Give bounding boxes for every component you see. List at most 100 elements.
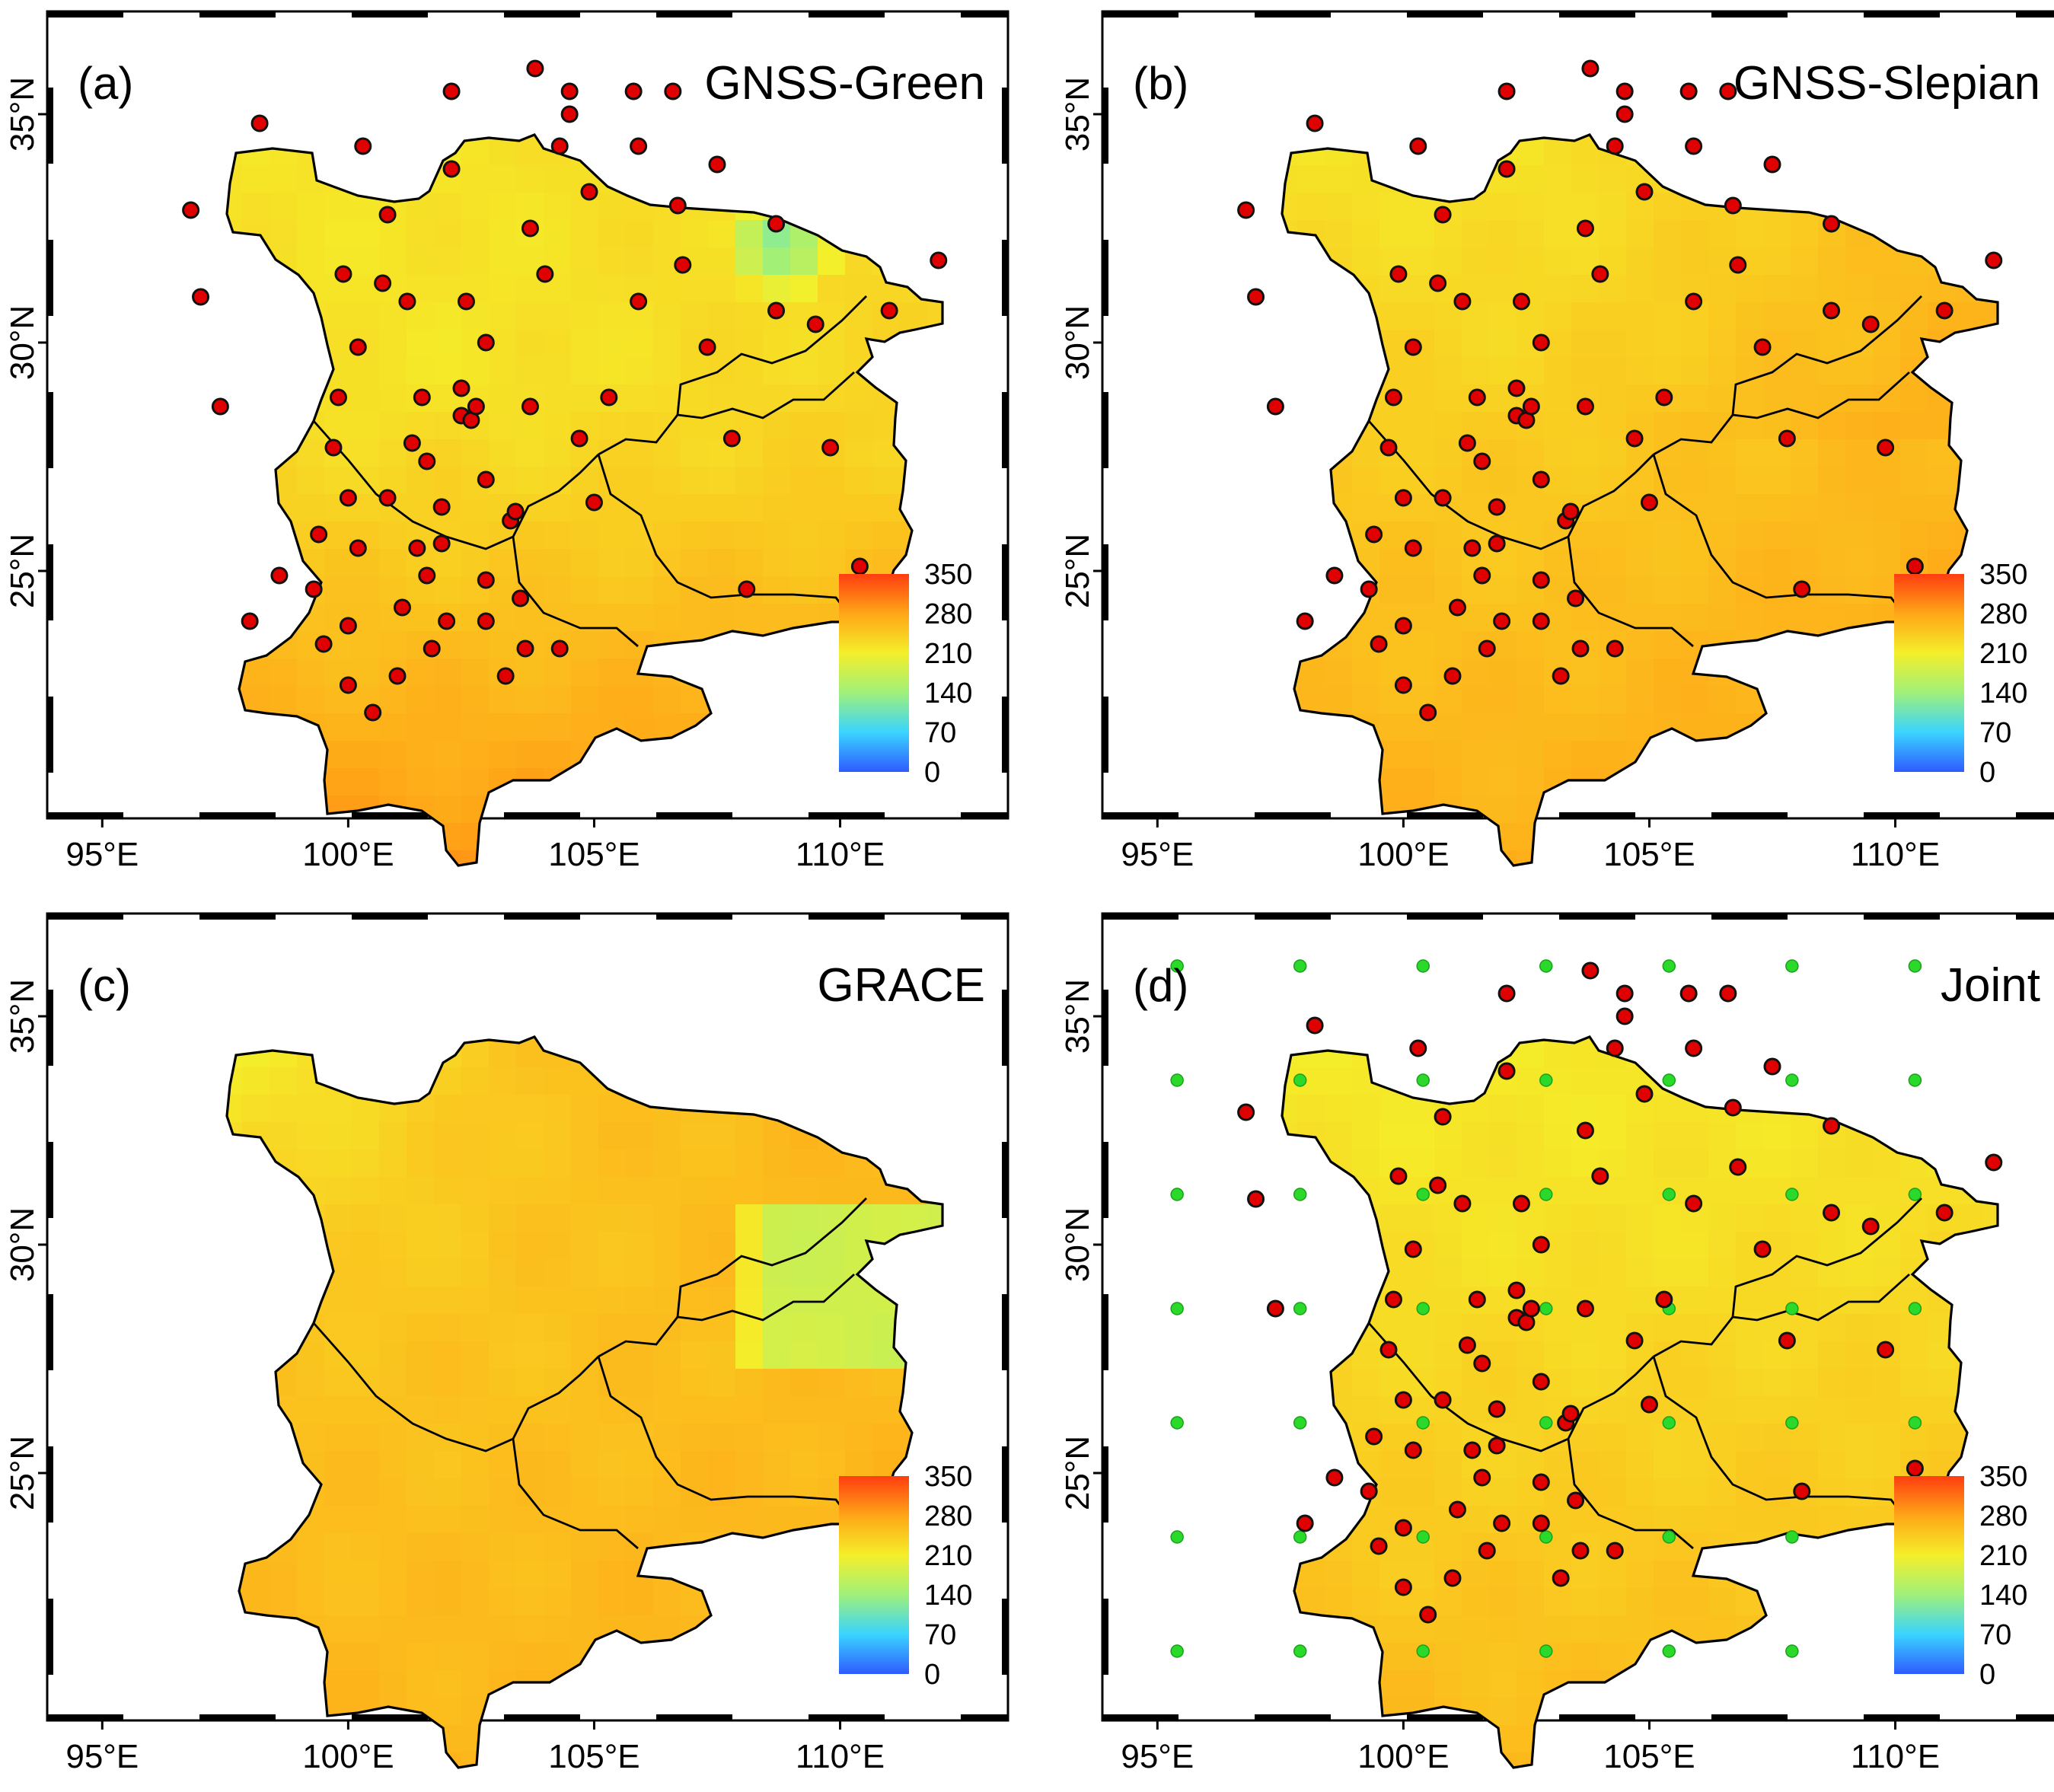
heatmap-cell xyxy=(763,1177,792,1206)
heatmap-cell xyxy=(763,1506,792,1535)
heatmap-cell xyxy=(2010,878,2038,906)
heatmap-cell xyxy=(461,1287,490,1315)
x-tick-label: 100°E xyxy=(1357,1738,1449,1775)
heatmap-cell xyxy=(461,1149,490,1178)
heatmap-cell xyxy=(1791,1369,1820,1398)
heatmap-cell xyxy=(598,275,627,304)
heatmap-cell xyxy=(1736,1259,1765,1288)
heatmap-cell xyxy=(818,494,847,523)
colorbar-tick-label: 70 xyxy=(924,717,956,749)
heatmap-cell xyxy=(324,1369,353,1398)
gnss-station xyxy=(314,635,333,653)
panel-label: (c) xyxy=(78,960,131,1011)
heatmap-cell xyxy=(352,1177,381,1206)
heatmap-cell xyxy=(1407,384,1436,413)
heatmap-cell xyxy=(681,384,710,413)
heatmap-cell xyxy=(763,330,792,359)
gnss-station xyxy=(1823,301,1841,320)
heatmap-cell xyxy=(1626,247,1655,276)
heatmap-cell xyxy=(763,1149,792,1178)
heatmap-cell xyxy=(544,741,573,770)
grace-grid-point xyxy=(1293,1188,1307,1201)
heatmap-cell xyxy=(681,604,710,633)
gnss-station xyxy=(432,498,451,516)
heatmap-cell xyxy=(681,521,710,550)
heatmap-cell xyxy=(407,1232,435,1261)
heatmap-cell xyxy=(1599,384,1628,413)
heatmap-cell xyxy=(1654,1095,1682,1124)
gnss-station xyxy=(1365,1427,1383,1446)
heatmap-cell xyxy=(1791,1780,1819,1792)
heatmap-cell xyxy=(1297,878,1325,906)
heatmap-cell xyxy=(1626,576,1655,605)
heatmap-cell xyxy=(516,1369,545,1398)
heatmap-cell xyxy=(1544,1780,1572,1792)
heatmap-cell xyxy=(735,1232,764,1261)
frame-tick-bottom xyxy=(199,1714,276,1720)
heatmap-cell xyxy=(1544,138,1573,167)
heatmap-cell xyxy=(1571,1232,1600,1261)
heatmap-cell xyxy=(434,796,463,824)
frame-tick-top xyxy=(656,11,732,18)
heatmap-cell xyxy=(1517,713,1545,742)
heatmap-cell xyxy=(598,494,627,523)
heatmap-cell xyxy=(1626,220,1655,249)
heatmap-cell xyxy=(1517,1095,1545,1124)
heatmap-cell xyxy=(407,1643,435,1672)
heatmap-cell xyxy=(626,357,655,386)
heatmap-cell xyxy=(324,412,353,441)
heatmap-cell xyxy=(1599,1204,1628,1233)
heatmap-cell xyxy=(1270,878,1298,906)
heatmap-cell xyxy=(1763,1725,1792,1754)
heatmap-cell xyxy=(653,823,682,852)
grace-grid-point xyxy=(1293,1416,1307,1430)
heatmap-cell xyxy=(461,1780,490,1792)
heatmap-cell xyxy=(379,1561,408,1590)
heatmap-cell xyxy=(1379,1670,1408,1699)
heatmap-cell xyxy=(1654,1780,1682,1792)
heatmap-cell xyxy=(598,1451,627,1480)
x-tick-label: 110°E xyxy=(1851,836,1940,873)
heatmap-cell xyxy=(544,302,573,331)
heatmap-cell xyxy=(1297,1725,1326,1754)
heatmap-cell xyxy=(763,439,792,468)
heatmap-cell xyxy=(1763,1122,1792,1151)
heatmap-cell xyxy=(1517,631,1545,660)
heatmap-cell xyxy=(461,220,490,249)
heatmap-cell xyxy=(1900,1341,1929,1370)
heatmap-cell xyxy=(763,850,792,866)
heatmap-cell xyxy=(1763,275,1792,304)
heatmap-cell xyxy=(1791,1122,1820,1151)
heatmap-cell xyxy=(1873,247,1902,276)
heatmap-cell xyxy=(1352,1095,1381,1124)
heatmap-cell xyxy=(215,1780,243,1792)
heatmap-cell xyxy=(1544,1040,1573,1069)
heatmap-cell xyxy=(324,1287,353,1315)
heatmap-cell xyxy=(1379,1615,1408,1644)
gnss-station xyxy=(1778,1331,1796,1350)
heatmap-cell xyxy=(1763,1506,1792,1535)
province-border xyxy=(512,1438,639,1550)
heatmap-cell xyxy=(1571,1341,1600,1370)
province-border xyxy=(312,420,599,550)
colorbar-tick-label: 0 xyxy=(1979,757,1995,789)
heatmap-cell xyxy=(461,1478,490,1507)
heatmap-cell xyxy=(681,1780,709,1792)
heatmap-cell xyxy=(845,302,874,331)
grace-grid-point xyxy=(1539,1644,1553,1658)
heatmap-cell xyxy=(1982,850,1998,866)
heatmap-cell xyxy=(763,384,792,413)
heatmap-cell xyxy=(1791,521,1820,550)
heatmap-cell xyxy=(434,1780,462,1792)
heatmap-cell xyxy=(1626,631,1655,660)
heatmap-cell xyxy=(1654,330,1682,359)
heatmap-cell xyxy=(489,1561,518,1590)
heatmap-cell xyxy=(544,1259,573,1288)
colorbar-tick-label: 210 xyxy=(1979,638,2027,670)
heatmap-cell xyxy=(270,165,298,194)
gnss-station xyxy=(477,333,495,352)
heatmap-cell xyxy=(270,1588,298,1617)
heatmap-cell xyxy=(763,521,792,550)
y-tick-label: 35°N xyxy=(1059,77,1096,151)
gnss-station xyxy=(1625,1331,1644,1350)
